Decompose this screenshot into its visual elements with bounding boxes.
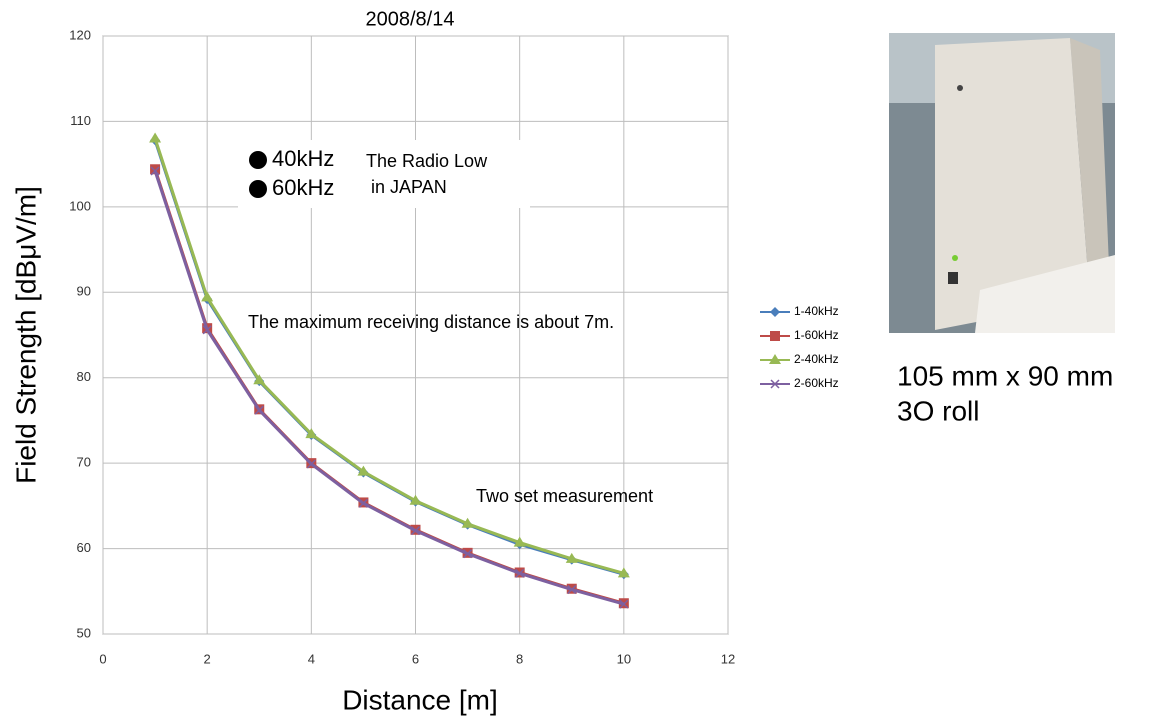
x-tick-label: 2 bbox=[204, 651, 211, 666]
marker bbox=[410, 526, 421, 536]
y-tick-label: 70 bbox=[77, 455, 91, 470]
legend-marker bbox=[769, 354, 781, 364]
legend-marker bbox=[770, 307, 780, 317]
x-tick-label: 4 bbox=[308, 651, 315, 666]
photo-caption: 3O roll bbox=[897, 395, 979, 426]
marker bbox=[306, 459, 316, 469]
marker bbox=[770, 331, 780, 341]
series-line bbox=[153, 170, 625, 606]
x-axis-label: Distance [m] bbox=[342, 684, 498, 715]
plot-area: 50 60 70 80 90 100 110 120 0 2 4 6 8 10 12 bbox=[69, 27, 735, 666]
y-tick-label: 50 bbox=[77, 625, 91, 640]
annotation: The Radio Low bbox=[366, 151, 488, 171]
x-tick-label: 0 bbox=[99, 651, 106, 666]
marker bbox=[201, 291, 214, 302]
x-tick-label: 12 bbox=[721, 651, 735, 666]
marker bbox=[769, 354, 781, 364]
marker bbox=[770, 307, 780, 317]
bullet bbox=[249, 180, 267, 198]
marker bbox=[150, 166, 160, 176]
y-axis-label: Field Strength [dBμV/m] bbox=[10, 186, 41, 484]
marker bbox=[409, 494, 422, 505]
annotation-box bbox=[238, 140, 530, 208]
marker bbox=[565, 552, 578, 563]
legend-label: 2-40kHz bbox=[794, 352, 839, 366]
marker bbox=[357, 465, 370, 476]
marker bbox=[617, 567, 630, 578]
marker bbox=[461, 517, 474, 528]
photo-caption: 105 mm x 90 mm bbox=[897, 360, 1113, 391]
marker bbox=[202, 325, 212, 335]
annotation: 60kHz bbox=[272, 175, 334, 200]
marker bbox=[149, 132, 162, 143]
marker bbox=[358, 498, 368, 508]
x-tick-label: 8 bbox=[516, 651, 523, 666]
marker bbox=[513, 536, 526, 547]
marker bbox=[150, 164, 161, 175]
annotation: Two set measurement bbox=[476, 486, 653, 506]
legend-marker bbox=[770, 379, 780, 389]
marker bbox=[515, 568, 525, 578]
y-tick-label: 60 bbox=[77, 540, 91, 555]
marker bbox=[619, 599, 629, 609]
marker bbox=[463, 549, 473, 559]
marker bbox=[567, 585, 577, 595]
chart-title: 2008/8/14 bbox=[366, 8, 455, 30]
marker bbox=[253, 374, 266, 385]
annotation: in JAPAN bbox=[366, 177, 447, 197]
legend-label: 1-40kHz bbox=[794, 304, 839, 318]
bullet bbox=[249, 151, 267, 169]
marker bbox=[770, 379, 780, 389]
y-tick-label: 110 bbox=[70, 113, 91, 128]
y-tick-label: 80 bbox=[77, 369, 91, 384]
marker bbox=[305, 428, 318, 439]
series-line bbox=[153, 138, 625, 575]
y-tick-label: 90 bbox=[77, 284, 91, 299]
annotation: The maximum receiving distance is about … bbox=[248, 312, 614, 332]
legend-label: 2-60kHz bbox=[794, 376, 839, 390]
y-tick-label: 120 bbox=[69, 27, 91, 42]
device-photo bbox=[889, 33, 1115, 333]
legend-marker bbox=[770, 331, 780, 341]
x-tick-label: 10 bbox=[617, 651, 631, 666]
legend-label: 1-60kHz bbox=[794, 328, 839, 342]
marker bbox=[254, 405, 264, 415]
x-tick-label: 6 bbox=[412, 651, 419, 666]
annotation: 40kHz bbox=[272, 146, 334, 171]
y-tick-label: 100 bbox=[69, 198, 91, 213]
